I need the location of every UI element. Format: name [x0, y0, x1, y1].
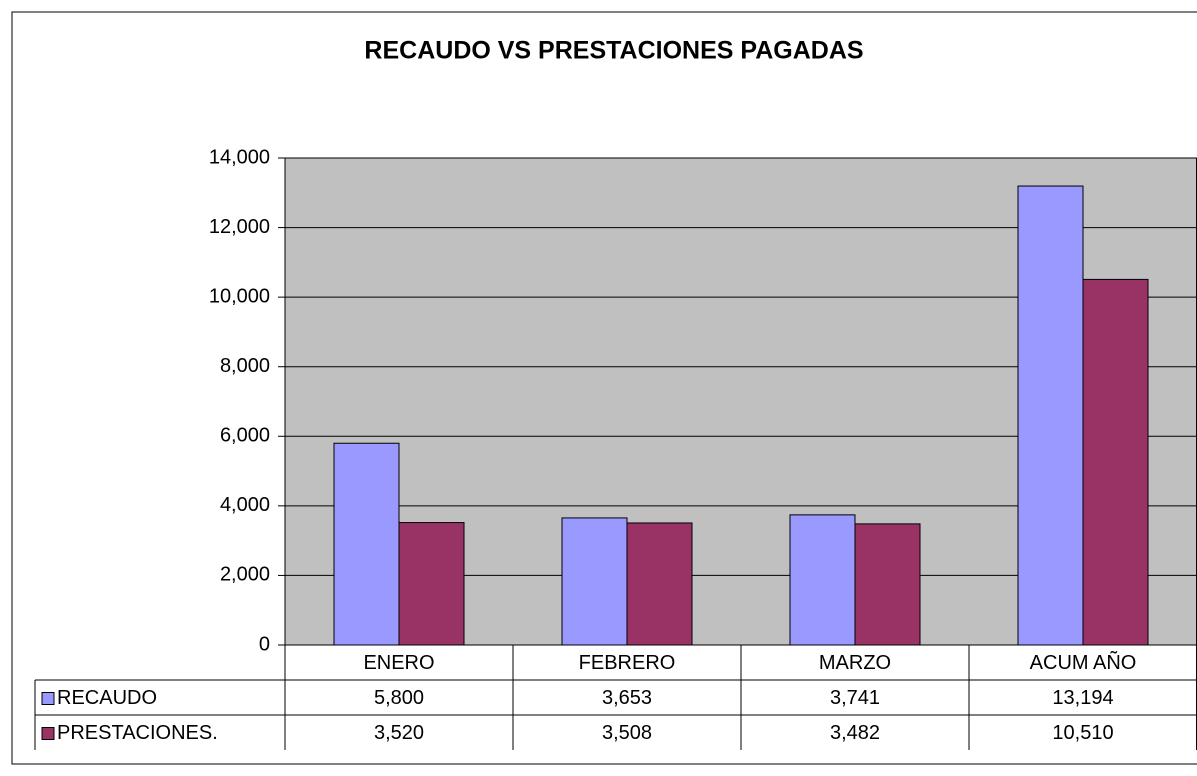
y-tick-label: 0 [259, 633, 270, 655]
bar [333, 442, 400, 646]
data-label: 3,482 [830, 722, 880, 744]
x-tick-label: MARZO [819, 652, 891, 674]
data-label: 3,508 [602, 722, 652, 744]
data-label: 5,800 [374, 687, 424, 709]
y-tick-label: 4,000 [220, 494, 270, 516]
legend-label: PRESTACIONES. [57, 722, 218, 744]
chart-title: RECAUDO VS PRESTACIONES PAGADAS [364, 37, 863, 65]
bar [626, 522, 693, 646]
x-tick-label: FEBRERO [579, 652, 676, 674]
x-tick-label: ACUM AÑO [1030, 650, 1137, 674]
data-label: 3,520 [374, 722, 424, 744]
y-tick-label: 8,000 [220, 355, 270, 377]
legend-label: RECAUDO [57, 687, 157, 709]
legend-swatch [41, 692, 55, 705]
data-label: 3,741 [830, 687, 880, 709]
y-tick-label: 10,000 [209, 285, 270, 307]
bar [854, 523, 921, 646]
x-tick-label: ENERO [363, 652, 434, 674]
data-label: 3,653 [602, 687, 652, 709]
y-tick-label: 14,000 [209, 146, 270, 168]
bar [789, 514, 856, 646]
legend-swatch [41, 727, 55, 740]
y-tick-label: 12,000 [209, 216, 270, 238]
y-tick-label: 2,000 [220, 564, 270, 586]
y-tick-label: 6,000 [220, 425, 270, 447]
bar [561, 517, 628, 646]
data-label: 13,194 [1052, 687, 1113, 709]
bar [1082, 278, 1149, 646]
data-label: 10,510 [1052, 722, 1113, 744]
bar [1017, 185, 1084, 646]
bar [398, 522, 465, 646]
